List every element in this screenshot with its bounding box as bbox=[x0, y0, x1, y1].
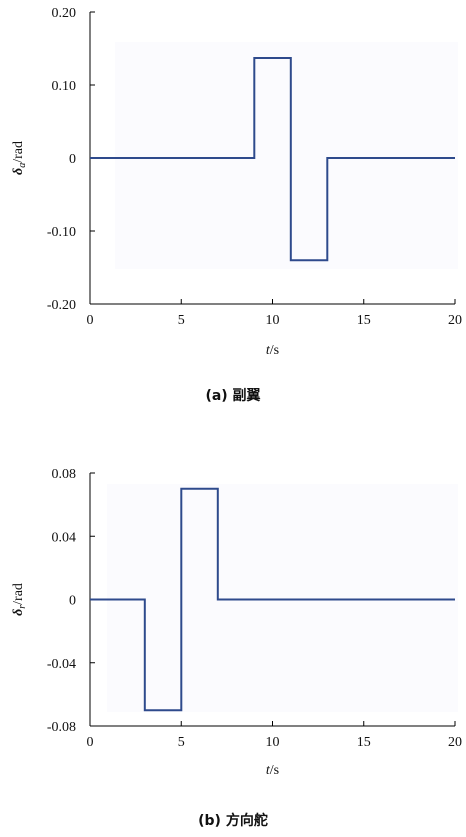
x-tick-label: 20 bbox=[448, 313, 462, 328]
x-tick-label: 15 bbox=[357, 313, 371, 328]
y-tick-label: -0.20 bbox=[47, 298, 76, 313]
x-axis-title: t/s bbox=[266, 343, 279, 358]
x-tick-label: 10 bbox=[266, 735, 280, 750]
x-axis-title: t/s bbox=[266, 763, 279, 778]
y-tick-label: 0.04 bbox=[52, 530, 77, 545]
series-line-0 bbox=[90, 487, 455, 712]
y-tick-label: 0 bbox=[69, 594, 76, 609]
x-tick-label: 0 bbox=[87, 735, 94, 750]
y-axis-title: δa/rad bbox=[11, 141, 28, 175]
series-line-0 bbox=[90, 57, 455, 262]
x-tick-label: 10 bbox=[266, 313, 280, 328]
x-tick-label: 20 bbox=[448, 735, 462, 750]
y-tick-label: -0.04 bbox=[47, 657, 76, 672]
y-tick-label: 0 bbox=[69, 152, 76, 167]
plot-background bbox=[115, 42, 458, 269]
x-tick-label: 0 bbox=[87, 313, 94, 328]
y-tick-label: 0.10 bbox=[52, 79, 77, 94]
y-tick-label: -0.10 bbox=[47, 225, 76, 240]
y-tick-label: 0.08 bbox=[52, 467, 77, 482]
chart-panel-a: (a) 副翼 0.20 0.10 0 -0.10 -0.20 0 5 10 15 20 t/s δa/… bbox=[11, 6, 462, 404]
chart-panel-b: (b) 方向舵 0.08 0.04 0 -0.04 -0.08 0 5 10 15 20 t/s δr… bbox=[11, 467, 462, 829]
y-tick-label: -0.08 bbox=[47, 720, 76, 735]
caption-b: (b) 方向舵 bbox=[198, 812, 268, 829]
y-tick-label: 0.20 bbox=[52, 6, 77, 21]
y-axis-title: δr/rad bbox=[11, 583, 28, 616]
x-tick-label: 15 bbox=[357, 735, 371, 750]
plot-background bbox=[107, 484, 458, 712]
caption-a: (a) 副翼 bbox=[205, 388, 260, 404]
x-tick-label: 5 bbox=[178, 313, 185, 328]
x-tick-label: 5 bbox=[178, 735, 185, 750]
